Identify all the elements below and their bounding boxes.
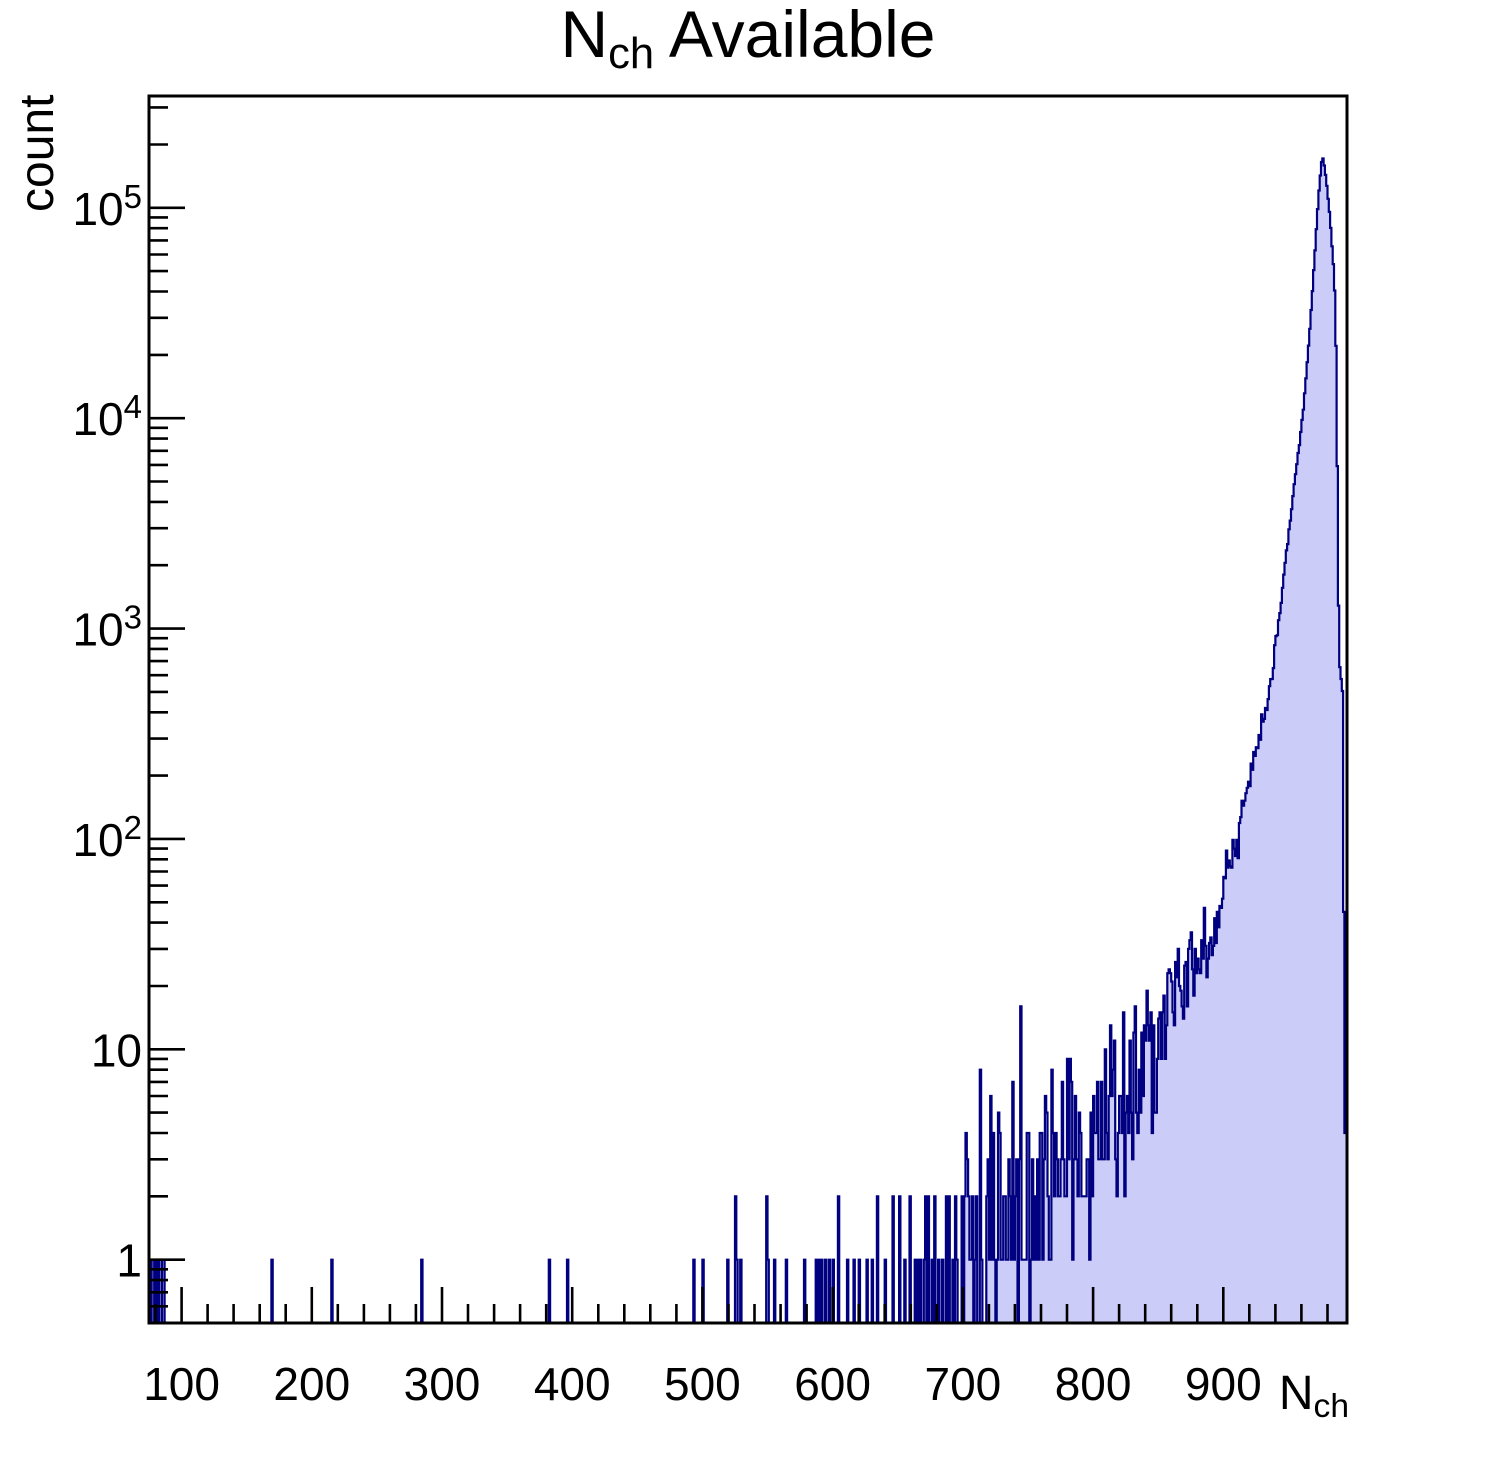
x-tick-label: 200 <box>273 1358 350 1410</box>
plot-frame <box>147 94 1349 1325</box>
x-tick-label: 500 <box>664 1358 741 1410</box>
axis-ticks <box>149 106 1329 1323</box>
y-tick-label: 10 <box>91 1024 142 1076</box>
x-tick-label: 800 <box>1055 1358 1132 1410</box>
x-tick-label: 100 <box>143 1358 220 1410</box>
x-axis-title-main: N <box>1278 1367 1314 1420</box>
y-tick-label: 104 <box>72 388 142 445</box>
title-subscript: ch <box>608 30 655 79</box>
y-axis-title: count <box>11 94 64 212</box>
y-tick-label: 102 <box>72 809 142 866</box>
y-tick-label: 103 <box>72 599 142 656</box>
title-rest: Available <box>654 0 936 71</box>
x-tick-label: 700 <box>925 1358 1002 1410</box>
y-tick-label: 1 <box>116 1235 142 1287</box>
x-tick-label: 600 <box>794 1358 871 1410</box>
histogram-area <box>147 157 1349 1325</box>
x-tick-label: 400 <box>534 1358 611 1410</box>
x-tick-label: 900 <box>1185 1358 1262 1410</box>
x-axis-title-subscript: ch <box>1313 1388 1349 1426</box>
title-main: N <box>560 0 609 71</box>
y-tick-label: 105 <box>72 178 142 235</box>
chart-title: Nch Available <box>149 0 1347 77</box>
x-tick-label: 300 <box>404 1358 481 1410</box>
x-axis-title: Nch <box>1278 1366 1349 1425</box>
